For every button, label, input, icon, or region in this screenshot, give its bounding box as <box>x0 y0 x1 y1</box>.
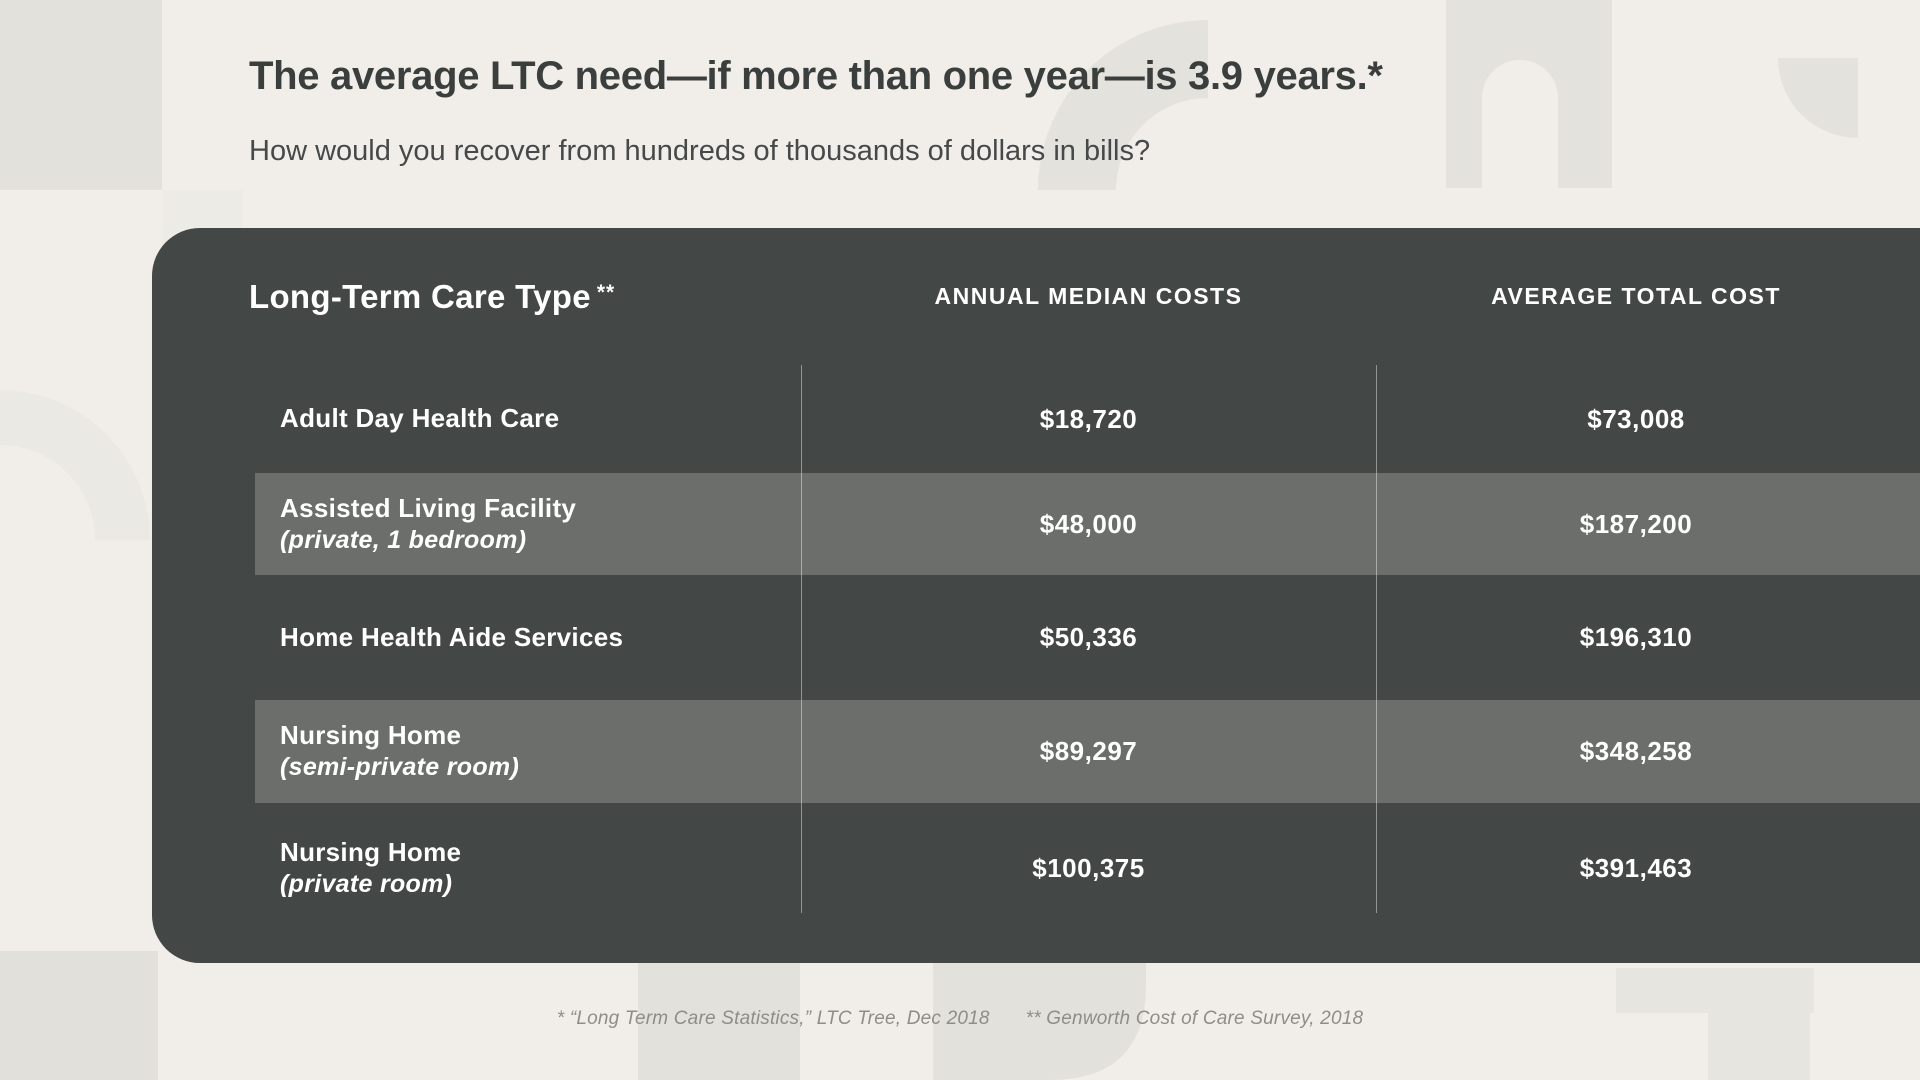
table-row-assisted-living-facility: Assisted Living Facility (private, 1 bed… <box>152 473 1920 575</box>
page-title: The average LTC need—if more than one ye… <box>249 54 1383 98</box>
annual-median-cost-value: $48,000 <box>1039 508 1138 539</box>
row-label: Nursing Home <box>280 836 462 867</box>
row-sublabel: (semi-private room) <box>280 753 520 782</box>
care-type-column-header: Long-Term Care Type ** <box>152 278 801 316</box>
row-sublabel: (private, 1 bedroom) <box>280 525 527 554</box>
care-type-header-label: Long-Term Care Type <box>249 277 591 315</box>
average-total-cost-value: $187,200 <box>1579 508 1693 539</box>
table-header-row: Long-Term Care Type ** ANNUAL MEDIAN COST… <box>152 228 1920 365</box>
annual-median-cost-value: $18,720 <box>1039 403 1138 434</box>
annual-median-cost-value: $89,297 <box>1039 736 1138 766</box>
table-body: Adult Day Health Care $18,720 $73,008 As… <box>152 365 1920 933</box>
care-type-footnote-marker: ** <box>596 280 616 304</box>
table-row-home-health-aide-services: Home Health Aide Services $50,336 $196,3… <box>152 575 1920 700</box>
table-row-nursing-home-semi-private: Nursing Home (semi-private room) $89,297… <box>152 700 1920 803</box>
table-row-adult-day-health-care: Adult Day Health Care $18,720 $73,008 <box>152 365 1920 473</box>
row-sublabel: (private room) <box>280 869 453 898</box>
footnote-genworth: ** Genworth Cost of Care Survey, 2018 <box>1025 1008 1364 1029</box>
average-total-cost-column-header: AVERAGE TOTAL COST <box>1491 283 1781 309</box>
average-total-cost-value: $196,310 <box>1579 622 1693 652</box>
annual-median-cost-value: $100,375 <box>1032 852 1145 883</box>
heading-block: The average LTC need—if more than one ye… <box>249 52 1383 169</box>
average-total-cost-value: $348,258 <box>1579 736 1693 766</box>
row-label: Adult Day Health Care <box>280 403 560 434</box>
annual-median-costs-column-header: ANNUAL MEDIAN COSTS <box>934 283 1243 309</box>
row-label: Assisted Living Facility <box>280 492 577 523</box>
column-divider-2 <box>1376 365 1377 913</box>
annual-median-cost-value: $50,336 <box>1039 622 1138 652</box>
footnote-ltc-tree: * “Long Term Care Statistics,” LTC Tree,… <box>556 1008 990 1029</box>
footnotes: * “Long Term Care Statistics,” LTC Tree,… <box>0 1008 1920 1030</box>
page-subtitle: How would you recover from hundreds of t… <box>249 135 1151 167</box>
column-divider-1 <box>801 365 802 913</box>
row-label: Nursing Home <box>280 720 462 751</box>
table-row-nursing-home-private: Nursing Home (private room) $100,375 $39… <box>152 803 1920 933</box>
row-label: Home Health Aide Services <box>280 621 624 652</box>
average-total-cost-value: $391,463 <box>1579 852 1693 883</box>
average-total-cost-value: $73,008 <box>1587 403 1685 434</box>
cost-table-card: Long-Term Care Type ** ANNUAL MEDIAN COST… <box>152 228 1920 963</box>
